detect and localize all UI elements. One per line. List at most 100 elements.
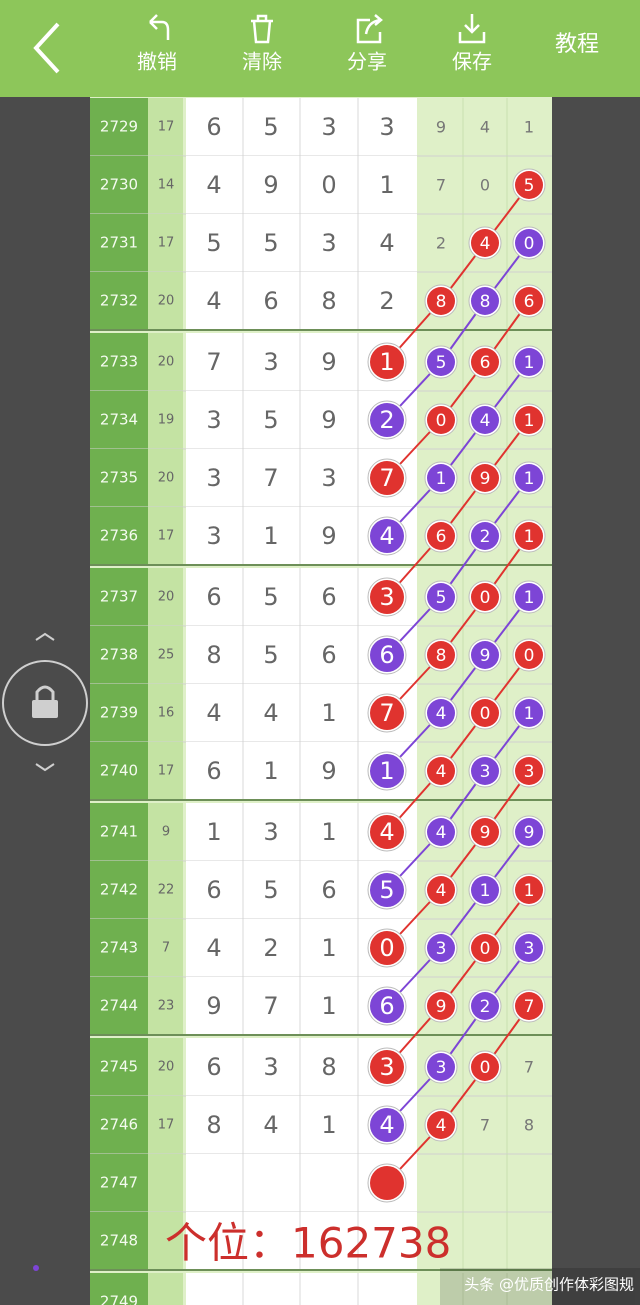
sum-cell: [148, 156, 183, 214]
ball: [471, 287, 499, 315]
dot: [33, 1265, 39, 1271]
tail-digit: 0: [480, 588, 491, 608]
issue-cell: [90, 626, 148, 684]
digit: 9: [263, 171, 278, 199]
digit: 8: [206, 1111, 221, 1139]
tail-digit: 4: [480, 411, 491, 431]
tail-digit: 0: [480, 939, 491, 959]
sum-cell: [148, 98, 183, 156]
ball: [515, 641, 543, 669]
sum-value: 17: [158, 1118, 175, 1133]
issue-cell: [90, 1273, 148, 1305]
ball: [515, 522, 543, 550]
digit: 1: [321, 1111, 336, 1139]
ball: [427, 641, 455, 669]
issue-number: 2747: [100, 1174, 138, 1192]
issue-number: 2749: [100, 1293, 138, 1305]
sum-cell: [148, 1096, 183, 1154]
issue-cell: [90, 568, 148, 626]
digit: 3: [206, 522, 221, 550]
lock-ring[interactable]: [2, 660, 88, 746]
toolbar-button[interactable]: 撤销: [137, 50, 177, 74]
chevron-up[interactable]: [35, 632, 55, 641]
issue-number: 2736: [100, 527, 138, 545]
digit: 3: [379, 583, 394, 611]
tail-digit: 3: [524, 762, 535, 782]
tail-digit: 6: [480, 353, 491, 373]
digit: 4: [379, 229, 394, 257]
ball: [370, 519, 404, 553]
tail-digit: 9: [480, 469, 491, 489]
issue-cell: [90, 803, 148, 861]
sum-value: 14: [158, 178, 175, 193]
sum-cell: [148, 684, 183, 742]
toolbar-button[interactable]: 保存: [452, 50, 492, 74]
digit-area: [186, 214, 417, 272]
ball: [370, 580, 404, 614]
digit: 9: [321, 348, 336, 376]
issue-cell: [90, 861, 148, 919]
undo-icon: [149, 14, 170, 40]
issue-cell: [90, 684, 148, 742]
chevron-down[interactable]: [35, 763, 55, 772]
toolbar: [0, 0, 640, 97]
issue-number: 2734: [100, 411, 138, 429]
issue-cell: [90, 449, 148, 507]
ball: [515, 876, 543, 904]
tail-digit: 3: [436, 1058, 447, 1078]
digit-area: [186, 1273, 417, 1305]
digit-area: [186, 1212, 417, 1270]
tail-digit: 4: [436, 881, 447, 901]
ball: [427, 934, 455, 962]
ball: [370, 638, 404, 672]
tutorial-button[interactable]: 教程: [555, 32, 599, 57]
back-button[interactable]: [33, 22, 60, 74]
sum-value: 17: [158, 236, 175, 251]
digit: 6: [379, 641, 394, 669]
issue-cell: [90, 156, 148, 214]
digit: 9: [321, 406, 336, 434]
digit: 9: [206, 992, 221, 1020]
ball: [515, 699, 543, 727]
ball: [427, 583, 455, 611]
save-icon: [458, 14, 486, 44]
tail-digit: 4: [480, 118, 490, 137]
sum-value: 19: [158, 413, 175, 428]
digit: 3: [321, 464, 336, 492]
sum-value: 20: [158, 1060, 175, 1075]
ball: [471, 876, 499, 904]
ball: [427, 699, 455, 727]
ball: [427, 348, 455, 376]
digit: 6: [379, 992, 394, 1020]
digit: 9: [321, 757, 336, 785]
issue-number: 2730: [100, 176, 138, 194]
digit: 1: [206, 818, 221, 846]
ball: [427, 522, 455, 550]
issue-number: 2735: [100, 469, 138, 487]
issue-cell: [90, 98, 148, 156]
ball: [515, 934, 543, 962]
tail-digit: 7: [524, 1058, 534, 1077]
issue-number: 2739: [100, 704, 138, 722]
ball: [427, 818, 455, 846]
toolbar-button[interactable]: 分享: [347, 50, 387, 74]
issue-cell: [90, 333, 148, 391]
digit: 2: [379, 287, 394, 315]
tail-digit: 2: [480, 997, 491, 1017]
digit: 2: [263, 934, 278, 962]
digit: 8: [321, 287, 336, 315]
tail-digit: 2: [436, 234, 446, 253]
ball: [370, 696, 404, 730]
ball: [471, 583, 499, 611]
ball: [370, 461, 404, 495]
ball: [370, 1166, 404, 1200]
tail-digit: 5: [436, 353, 447, 373]
ball: [471, 522, 499, 550]
digit: 6: [321, 876, 336, 904]
issue-number: 2742: [100, 881, 138, 899]
tail-digit: 8: [480, 292, 491, 312]
digit-area: [186, 156, 417, 214]
issue-number: 2743: [100, 939, 138, 957]
sum-cell: [148, 449, 183, 507]
toolbar-button[interactable]: 清除: [242, 50, 282, 74]
